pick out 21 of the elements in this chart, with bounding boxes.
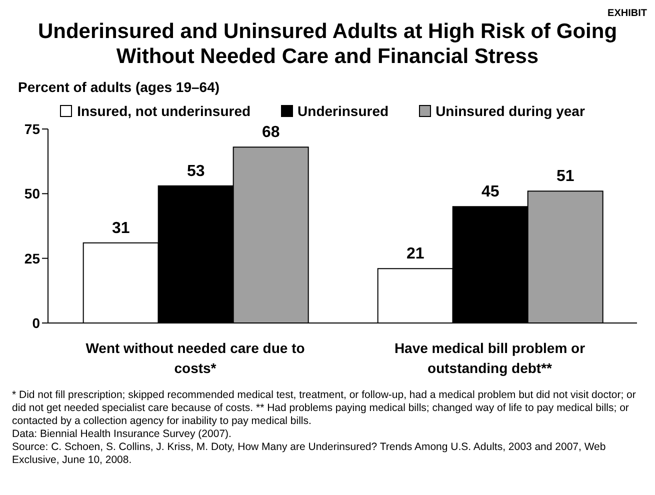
data-label: 51 xyxy=(556,168,574,186)
source-note: Source: C. Schoen, S. Collins, J. Kriss, M. Doty, How Many are Underinsured? Trends Among U.S. Adults, 2003 and 2007, Web Exclusive, June 10, 2008. xyxy=(12,441,607,467)
chart-subtitle: Percent of adults (ages 19–64) xyxy=(18,79,221,95)
legend-label: Insured, not underinsured xyxy=(77,103,251,119)
text: Data: Biennial Health Insurance Survey (2007). xyxy=(12,428,232,441)
data-label: 68 xyxy=(262,124,280,142)
x-tick-label: Went without needed care due to costs* xyxy=(86,340,305,376)
data-label: 53 xyxy=(186,162,205,180)
legend-label: Underinsured xyxy=(298,103,389,119)
x-tick-label: Have medical bill problem or outstanding debt** xyxy=(394,340,586,376)
y-tick-label: 25 xyxy=(24,250,40,266)
data-label: 45 xyxy=(481,184,500,201)
y-tick-label: 75 xyxy=(24,120,40,137)
chart-title: Underinsured and Uninsured Adults at High Risk of Going Without Needed Care and Financial Stress xyxy=(36,19,618,69)
data-label: 21 xyxy=(406,246,424,263)
y-tick-label: 50 xyxy=(24,186,40,202)
text: * Did not fill prescription; skipped recommended medical test, treatment, or follow-up, had a medical problem but did not visit doctor; or did not get needed specialist care because of costs. ** Had problems paying medical bills; changed way of life to pay medical bills; or contacted by a collection agency for inability to pay medical bills. xyxy=(12,389,637,428)
text: EXHIBIT xyxy=(606,8,647,19)
data-label: 31 xyxy=(112,220,130,237)
y-tick-label: 0 xyxy=(32,314,40,331)
legend-label: Uninsured during year xyxy=(436,103,585,119)
